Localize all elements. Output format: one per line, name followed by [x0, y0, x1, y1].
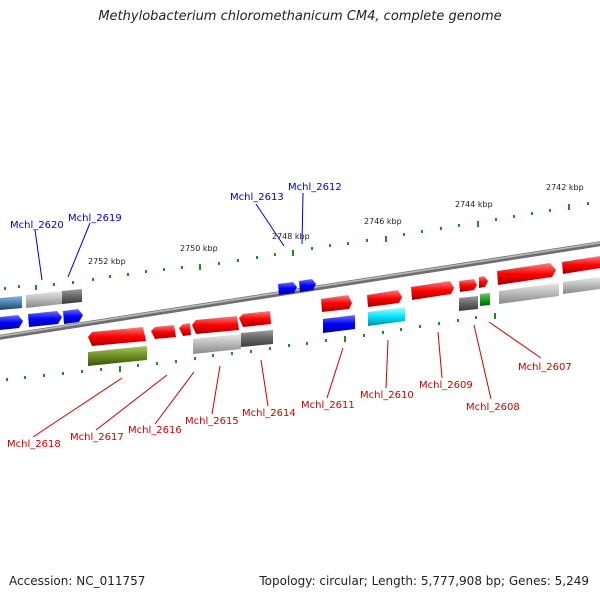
gene-label: Mchl_2619	[68, 213, 122, 224]
accession-text: Accession: NC_011757	[9, 574, 146, 588]
outer-tick-track	[4, 202, 589, 290]
reverse-strand-genes	[88, 277, 600, 366]
gene-feature[interactable]	[26, 291, 62, 308]
gene-label: Mchl_2613	[230, 192, 284, 203]
gene-feature[interactable]	[193, 334, 241, 354]
gene-feature[interactable]	[88, 346, 147, 366]
gene-feature[interactable]	[179, 323, 191, 336]
gene-feature[interactable]	[459, 279, 477, 292]
gene-feature[interactable]	[192, 316, 239, 334]
scale-label: 2742 kbp	[546, 183, 584, 192]
scale-label: 2752 kbp	[88, 257, 126, 266]
gene-label: Mchl_2617	[70, 432, 124, 443]
gene-feature[interactable]	[499, 283, 559, 304]
gene-feature[interactable]	[563, 277, 600, 294]
gene-feature[interactable]	[278, 282, 297, 295]
gene-label: Mchl_2611	[301, 400, 355, 411]
gene-feature[interactable]	[368, 307, 405, 326]
gene-label: Mchl_2616	[128, 425, 182, 436]
gene-feature[interactable]	[299, 279, 316, 292]
gene-label: Mchl_2612	[288, 182, 342, 193]
forward-strand-genes	[0, 256, 600, 330]
gene-feature[interactable]	[151, 325, 176, 339]
scale-label: 2750 kbp	[180, 244, 218, 253]
gene-label: Mchl_2608	[466, 402, 520, 413]
genome-summary-text: Topology: circular; Length: 5,777,908 bp…	[259, 574, 589, 588]
gene-feature[interactable]	[411, 281, 454, 300]
inner-tick-track	[6, 313, 496, 381]
scale-label: 2748 kbp	[272, 232, 310, 241]
gene-label: Mchl_2609	[419, 380, 473, 391]
gene-label: Mchl_2614	[242, 408, 296, 419]
gene-feature[interactable]	[480, 293, 490, 306]
gene-feature[interactable]	[323, 315, 355, 333]
gene-label: Mchl_2615	[185, 416, 239, 427]
gene-feature[interactable]	[88, 327, 146, 346]
gene-feature[interactable]	[321, 295, 352, 312]
gene-feature[interactable]	[367, 290, 402, 307]
label-leaders	[32, 192, 542, 438]
scale-label: 2746 kbp	[364, 217, 402, 226]
gene-feature[interactable]	[0, 296, 22, 310]
gene-feature[interactable]	[241, 330, 273, 347]
scale-label: 2744 kbp	[455, 200, 493, 209]
gene-feature[interactable]	[497, 263, 556, 285]
gene-feature[interactable]	[0, 315, 23, 330]
gene-label: Mchl_2607	[518, 362, 572, 373]
gene-feature[interactable]	[479, 276, 488, 288]
gene-feature[interactable]	[459, 296, 478, 311]
gene-feature[interactable]	[28, 311, 62, 327]
gene-feature[interactable]	[239, 311, 271, 327]
gene-feature[interactable]	[562, 256, 600, 274]
gene-feature[interactable]	[62, 289, 82, 304]
page-title: Methylobacterium chloromethanicum CM4, c…	[98, 9, 502, 24]
gene-feature[interactable]	[63, 309, 83, 324]
gene-label: Mchl_2618	[7, 439, 61, 450]
gene-label: Mchl_2620	[10, 220, 64, 231]
gene-label: Mchl_2610	[360, 390, 414, 401]
